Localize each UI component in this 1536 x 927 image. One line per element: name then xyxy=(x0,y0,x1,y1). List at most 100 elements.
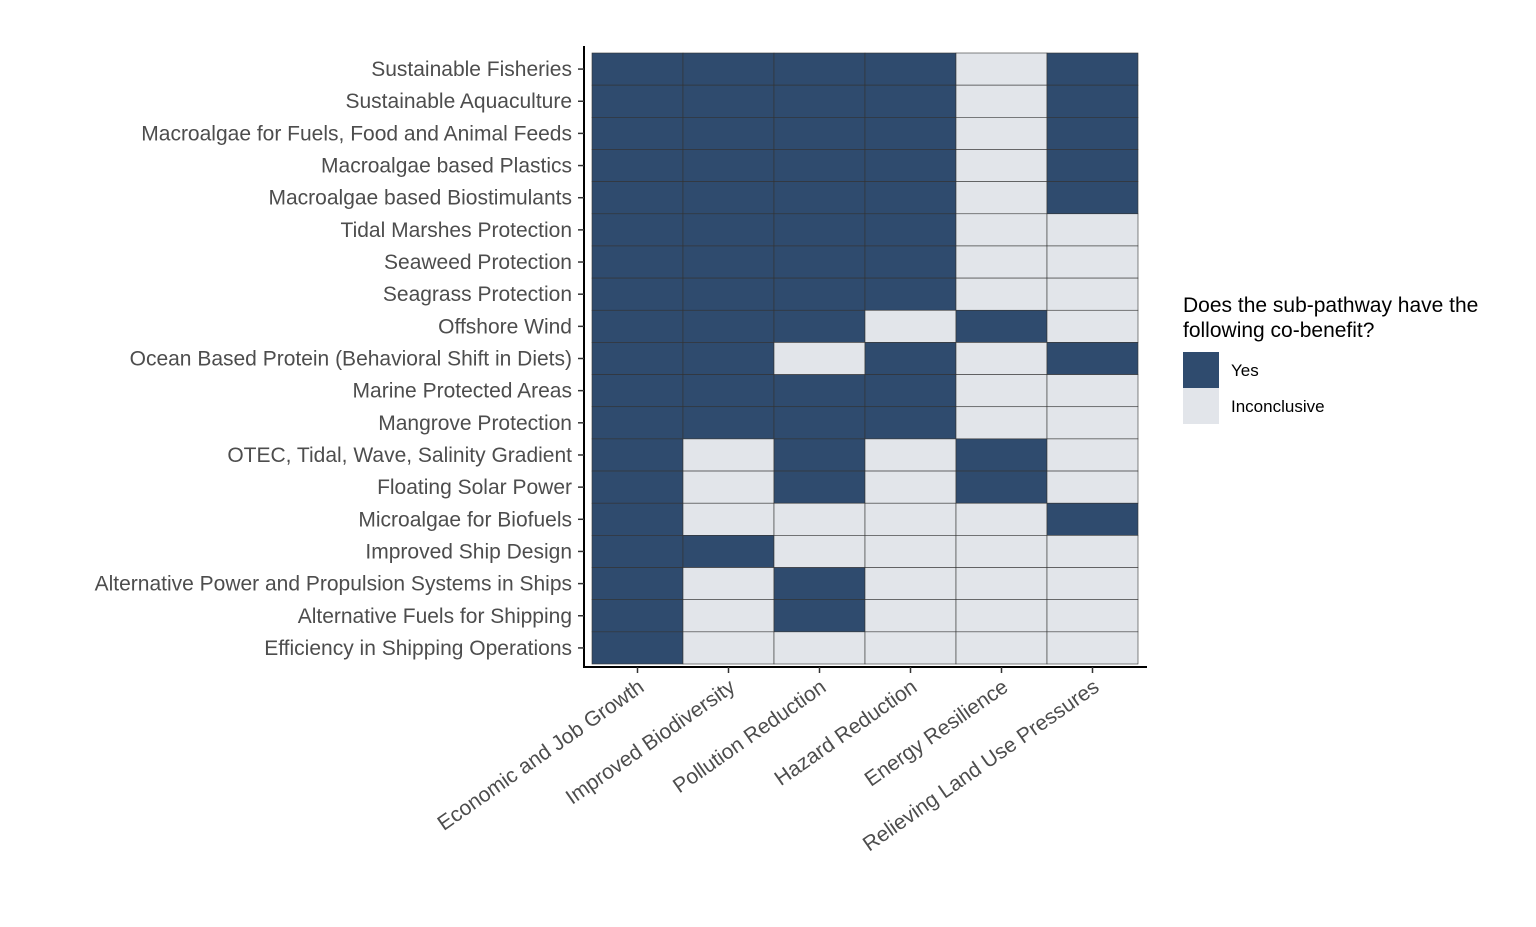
legend-title-line2: following co-benefit? xyxy=(1183,319,1374,342)
heatmap-cell xyxy=(955,277,1048,311)
heatmap-cell xyxy=(864,406,957,440)
heatmap-cell xyxy=(591,117,684,150)
heatmap-cell xyxy=(591,342,684,375)
heatmap-cell xyxy=(682,309,775,343)
heatmap-cell xyxy=(773,438,866,472)
heatmap-cell xyxy=(682,149,775,182)
y-tick-label: Efficiency in Shipping Operations xyxy=(264,637,572,660)
heatmap-cell xyxy=(955,631,1048,665)
heatmap-cell xyxy=(591,470,684,504)
y-tick-label: Macroalgae for Fuels, Food and Animal Fe… xyxy=(141,122,572,145)
heatmap-cell xyxy=(591,149,684,182)
heatmap-cell xyxy=(1046,374,1139,408)
heatmap-cell xyxy=(682,502,775,536)
heatmap-cell xyxy=(773,149,866,182)
heatmap-cell xyxy=(864,84,957,118)
y-tick-label: Improved Ship Design xyxy=(365,540,572,563)
heatmap-cell xyxy=(682,245,775,279)
heatmap-cell xyxy=(773,84,866,118)
heatmap-cell xyxy=(682,52,775,86)
heatmap-cell xyxy=(1046,406,1139,440)
heatmap-cell xyxy=(591,181,684,215)
y-tick-label: Alternative Fuels for Shipping xyxy=(298,605,572,628)
heatmap-cell xyxy=(682,535,775,568)
heatmap-cell xyxy=(682,84,775,118)
legend-label-yes: Yes xyxy=(1231,361,1259,380)
heatmap-cell xyxy=(864,149,957,182)
heatmap-cell xyxy=(864,374,957,408)
legend-key-inconclusive xyxy=(1183,388,1219,424)
heatmap-cell xyxy=(955,52,1048,86)
heatmap-cell xyxy=(682,342,775,375)
heatmap-cell xyxy=(773,342,866,375)
heatmap-cell xyxy=(864,631,957,665)
y-tick-label: Tidal Marshes Protection xyxy=(341,219,572,242)
heatmap-cell xyxy=(864,52,957,86)
heatmap-cells xyxy=(591,52,1139,665)
heatmap-cell xyxy=(955,535,1048,568)
heatmap-cell xyxy=(591,52,684,86)
x-tick-label: Pollution Reduction xyxy=(669,675,830,798)
heatmap-cell xyxy=(773,470,866,504)
heatmap-cell xyxy=(682,406,775,440)
heatmap-cell xyxy=(955,438,1048,472)
heatmap-cell xyxy=(864,117,957,150)
heatmap-cell xyxy=(682,567,775,600)
heatmap-cell xyxy=(955,470,1048,504)
y-tick-label: OTEC, Tidal, Wave, Salinity Gradient xyxy=(227,444,572,467)
y-tick-label: Alternative Power and Propulsion Systems… xyxy=(95,573,572,596)
heatmap-cell xyxy=(773,245,866,279)
heatmap-cell xyxy=(591,213,684,247)
heatmap-cell xyxy=(591,567,684,600)
heatmap-cell xyxy=(682,213,775,247)
heatmap-cell xyxy=(773,277,866,311)
heatmap-cell xyxy=(1046,84,1139,118)
heatmap-cell xyxy=(1046,502,1139,536)
y-tick-label: Marine Protected Areas xyxy=(353,380,572,403)
heatmap-cell xyxy=(1046,342,1139,375)
heatmap-cell xyxy=(864,277,957,311)
heatmap-cell xyxy=(1046,181,1139,215)
y-axis-ticks: Sustainable Fisheries Sustainable Aquacul… xyxy=(95,58,584,660)
heatmap-cell xyxy=(591,631,684,665)
legend: Does the sub-pathway have the following … xyxy=(1183,294,1478,424)
heatmap-cell xyxy=(773,535,866,568)
heatmap-cell xyxy=(682,599,775,633)
heatmap-cell xyxy=(955,245,1048,279)
legend-key-yes xyxy=(1183,352,1219,388)
heatmap-cell xyxy=(864,470,957,504)
y-tick-label: Sustainable Fisheries xyxy=(371,58,572,81)
heatmap-cell xyxy=(773,181,866,215)
heatmap-cell xyxy=(682,470,775,504)
y-tick-label: Macroalgae based Biostimulants xyxy=(269,187,573,210)
heatmap-cell xyxy=(955,84,1048,118)
y-tick-label: Microalgae for Biofuels xyxy=(358,508,572,531)
heatmap-cell xyxy=(591,84,684,118)
heatmap-cell xyxy=(1046,567,1139,600)
heatmap-cell xyxy=(682,277,775,311)
heatmap-cell xyxy=(773,52,866,86)
heatmap-cell xyxy=(773,213,866,247)
heatmap-cell xyxy=(955,567,1048,600)
heatmap-cell xyxy=(1046,213,1139,247)
heatmap-cell xyxy=(591,535,684,568)
legend-title-line1: Does the sub-pathway have the xyxy=(1183,294,1478,317)
y-tick-label: Floating Solar Power xyxy=(377,476,572,499)
heatmap-cell xyxy=(864,599,957,633)
heatmap-cell xyxy=(955,181,1048,215)
heatmap-cell xyxy=(591,599,684,633)
heatmap-cell xyxy=(1046,277,1139,311)
heatmap-cell xyxy=(955,309,1048,343)
heatmap-cell xyxy=(682,181,775,215)
heatmap-cell xyxy=(773,374,866,408)
heatmap-cell xyxy=(591,438,684,472)
heatmap-cell xyxy=(955,149,1048,182)
heatmap-cell xyxy=(773,117,866,150)
heatmap-cell xyxy=(864,567,957,600)
x-tick-label: Improved Biodiversity xyxy=(562,675,740,809)
heatmap-cell xyxy=(591,406,684,440)
y-tick-label: Sustainable Aquaculture xyxy=(346,90,573,113)
heatmap-cell xyxy=(1046,117,1139,150)
